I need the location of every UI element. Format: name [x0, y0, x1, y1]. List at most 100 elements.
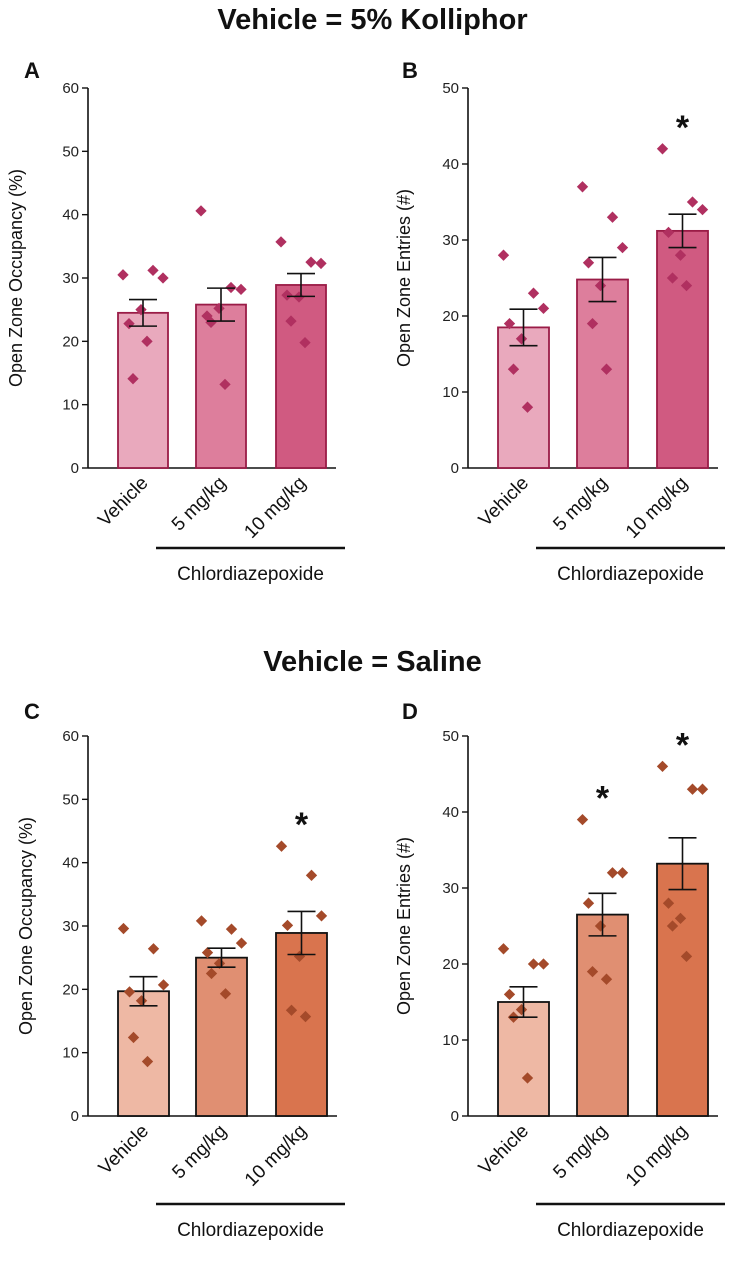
significance-star-d: *: [676, 726, 690, 764]
y-tick-label-b: 40: [442, 156, 459, 173]
category-label-d-2: 5 mg/kg: [549, 1121, 612, 1184]
y-tick-label-b: 0: [451, 460, 459, 477]
y-tick-label-b: 30: [442, 232, 459, 249]
bar-c-1: [118, 991, 169, 1116]
significance-star-b: *: [676, 109, 690, 147]
data-point-d: [498, 943, 509, 954]
data-point-c: [306, 870, 317, 881]
y-tick-label-a: 10: [62, 397, 79, 414]
data-point-c: [158, 979, 169, 990]
y-tick-label-c: 50: [62, 791, 79, 808]
category-label-c-2: 5 mg/kg: [168, 1121, 231, 1184]
data-point-a: [195, 205, 206, 216]
category-label-d-3: 10 mg/kg: [622, 1121, 692, 1191]
bar-b-3: [657, 231, 708, 468]
y-tick-label-d: 30: [442, 880, 459, 897]
data-point-c: [316, 910, 327, 921]
bar-c-3: [276, 933, 327, 1116]
y-tick-label-c: 40: [62, 855, 79, 872]
y-tick-label-a: 20: [62, 333, 79, 350]
data-point-b: [577, 181, 588, 192]
data-point-c: [148, 943, 159, 954]
data-point-a: [315, 258, 326, 269]
category-label-a-2: 5 mg/kg: [168, 473, 231, 536]
data-point-a: [117, 269, 128, 280]
y-tick-label-a: 60: [62, 80, 79, 97]
data-point-d: [687, 784, 698, 795]
y-axis-label-d: Open Zone Entries (#): [394, 837, 414, 1015]
data-point-d: [504, 989, 515, 1000]
y-tick-label-c: 60: [62, 728, 79, 745]
data-point-c: [276, 841, 287, 852]
y-tick-label-c: 30: [62, 918, 79, 935]
data-point-b: [528, 288, 539, 299]
data-point-a: [305, 257, 316, 268]
y-tick-label-a: 40: [62, 207, 79, 224]
group-label-b: Chlordiazepoxide: [557, 564, 704, 585]
category-label-d-1: Vehicle: [475, 1121, 533, 1179]
bar-a-1: [118, 313, 168, 468]
y-axis-label-c: Open Zone Occupancy (%): [16, 817, 36, 1035]
y-tick-label-c: 0: [71, 1108, 79, 1125]
data-point-c: [196, 915, 207, 926]
y-tick-label-b: 50: [442, 80, 459, 97]
bar-d-2: [577, 915, 628, 1116]
y-tick-label-a: 50: [62, 143, 79, 160]
data-point-b: [697, 204, 708, 215]
data-point-b: [657, 143, 668, 154]
data-point-b: [607, 212, 618, 223]
category-label-a-1: Vehicle: [94, 473, 152, 531]
y-axis-label-b: Open Zone Entries (#): [394, 189, 414, 367]
bar-b-2: [577, 280, 628, 468]
data-point-a: [235, 284, 246, 295]
data-point-b: [617, 242, 628, 253]
group-label-d: Chlordiazepoxide: [557, 1220, 704, 1241]
data-point-d: [607, 867, 618, 878]
y-tick-label-b: 20: [442, 308, 459, 325]
data-point-c: [226, 924, 237, 935]
y-tick-label-d: 20: [442, 956, 459, 973]
data-point-b: [583, 257, 594, 268]
bar-a-3: [276, 285, 326, 468]
category-label-c-1: Vehicle: [95, 1121, 153, 1179]
data-point-b: [687, 196, 698, 207]
y-tick-label-c: 20: [62, 981, 79, 998]
y-tick-label-a: 0: [71, 460, 79, 477]
bar-a-2: [196, 305, 246, 468]
y-tick-label-d: 40: [442, 804, 459, 821]
significance-star-d: *: [596, 780, 610, 818]
data-point-d: [697, 784, 708, 795]
data-point-b: [498, 250, 509, 261]
data-point-c: [282, 920, 293, 931]
bar-d-1: [498, 1002, 549, 1116]
category-label-b-1: Vehicle: [475, 473, 533, 531]
y-tick-label-d: 10: [442, 1032, 459, 1049]
data-point-d: [617, 867, 628, 878]
data-point-b: [538, 303, 549, 314]
panel-label-a: A: [24, 58, 40, 83]
data-point-a: [147, 265, 158, 276]
panel-label-c: C: [24, 699, 40, 724]
panel-label-d: D: [402, 699, 418, 724]
category-label-b-3: 10 mg/kg: [622, 473, 692, 543]
data-point-c: [118, 923, 129, 934]
group-label-c: Chlordiazepoxide: [177, 1220, 324, 1241]
panel-label-b: B: [402, 58, 418, 83]
data-point-d: [583, 898, 594, 909]
y-tick-label-d: 50: [442, 728, 459, 745]
data-point-d: [577, 814, 588, 825]
category-label-b-2: 5 mg/kg: [549, 473, 612, 536]
data-point-a: [275, 236, 286, 247]
y-tick-label-c: 10: [62, 1045, 79, 1062]
data-point-c: [236, 937, 247, 948]
bar-b-1: [498, 327, 549, 468]
y-axis-label-a: Open Zone Occupancy (%): [6, 169, 26, 387]
data-point-d: [528, 958, 539, 969]
category-label-a-3: 10 mg/kg: [240, 473, 310, 543]
group-label-a: Chlordiazepoxide: [177, 564, 324, 585]
chart-canvas: A 0 10 20 30 40 50 60 Open Zone Occupancy (%) Veh…: [0, 0, 745, 1264]
y-tick-label-d: 0: [451, 1108, 459, 1125]
y-tick-label-a: 30: [62, 270, 79, 287]
data-point-d: [657, 761, 668, 772]
bar-c-2: [196, 958, 247, 1116]
